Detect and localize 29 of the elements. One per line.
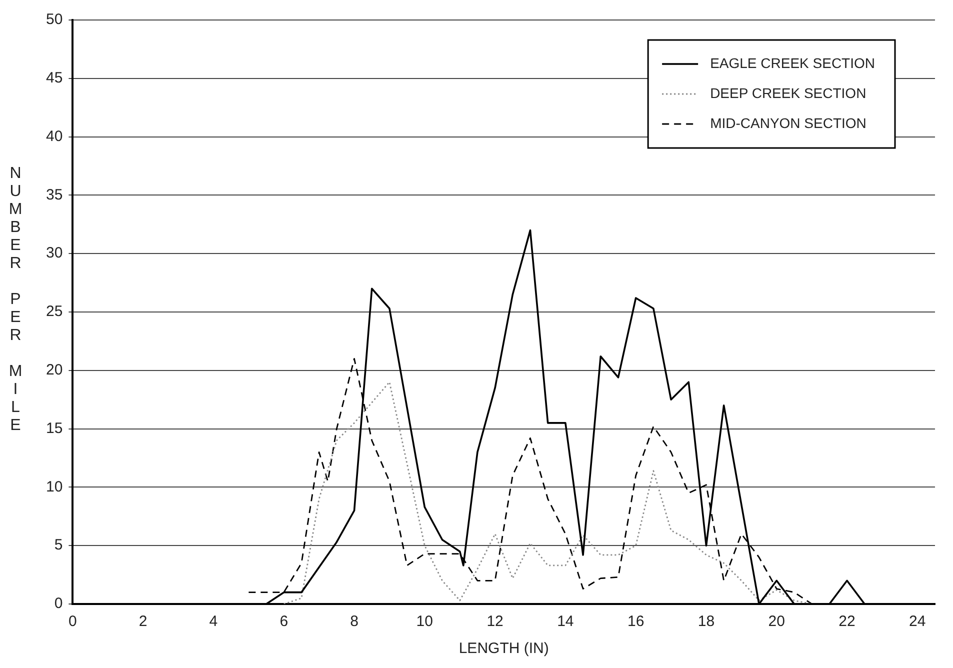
x-tick-label: 16 [627, 613, 644, 630]
y-axis-title: NUMBER PER MILE [6, 164, 25, 437]
y-tick-label: 5 [54, 536, 63, 554]
legend-label: DEEP CREEK SECTION [710, 84, 866, 101]
y-tick-label: 30 [46, 244, 63, 262]
x-tick-label: 8 [350, 613, 358, 630]
y-tick-label: 15 [46, 420, 63, 437]
x-tick-label: 24 [909, 613, 926, 630]
legend-label: MID-CANYON SECTION [710, 114, 866, 131]
x-tick-label: 22 [838, 613, 856, 630]
y-tick-label: 0 [54, 595, 63, 612]
legend-label: EAGLE CREEK SECTION [710, 54, 876, 71]
x-tick-label: 18 [698, 613, 715, 630]
y-tick-label: 25 [46, 303, 63, 320]
x-tick-label: 2 [138, 613, 148, 630]
y-tick-label: 45 [46, 70, 63, 87]
x-tick-label: 4 [209, 613, 218, 630]
x-tick-label: 10 [416, 613, 433, 630]
x-axis-title: LENGTH (IN) [458, 640, 549, 658]
y-tick-label: 10 [46, 478, 63, 496]
y-tick-label: 20 [46, 362, 63, 379]
x-tick-label: 20 [768, 613, 785, 630]
x-tick-label: 12 [486, 613, 504, 630]
x-tick-label: 14 [557, 613, 574, 630]
y-tick-label: 40 [46, 128, 63, 145]
y-tick-label: 35 [46, 186, 63, 204]
x-tick-label: 0 [68, 613, 77, 630]
x-tick-label: 6 [280, 613, 288, 630]
y-tick-label: 50 [46, 11, 63, 28]
